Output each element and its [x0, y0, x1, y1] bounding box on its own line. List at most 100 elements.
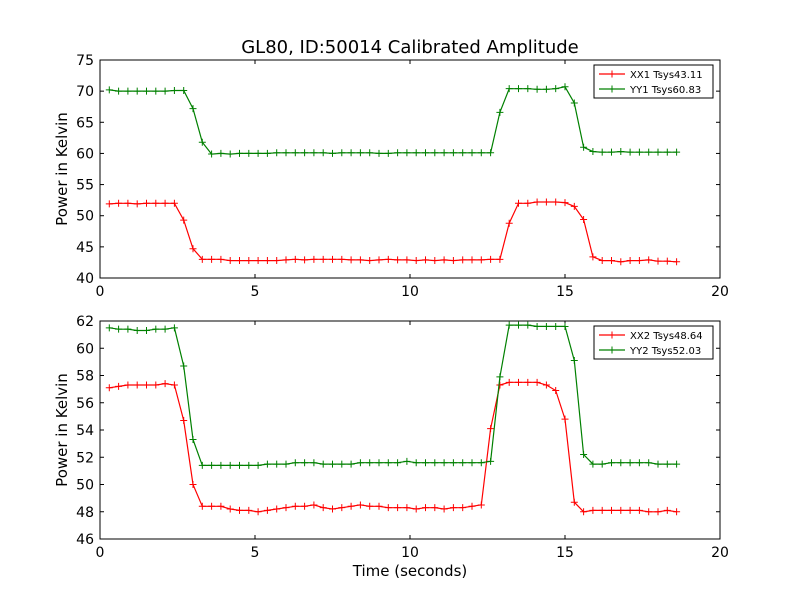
data-point-marker: [245, 149, 253, 157]
data-point-marker: [170, 324, 178, 332]
data-point-marker: [143, 381, 150, 389]
legend-label: YY2 Tsys52.03: [629, 346, 701, 357]
x-tick-label: 5: [251, 545, 260, 561]
data-point-marker: [170, 87, 178, 95]
data-point-marker: [217, 255, 225, 263]
data-point-marker: [282, 504, 290, 512]
data-point-marker: [673, 460, 681, 468]
data-point-marker: [449, 459, 457, 467]
data-point-marker: [319, 255, 327, 263]
data-point-marker: [505, 219, 513, 227]
data-point-marker: [319, 460, 327, 468]
data-point-marker: [422, 459, 429, 467]
data-point-marker: [515, 85, 522, 93]
legend-marker: [608, 70, 616, 78]
data-point-marker: [143, 327, 150, 335]
data-point-marker: [440, 505, 448, 513]
data-point-marker: [105, 200, 113, 208]
data-point-marker: [542, 322, 550, 330]
data-point-marker: [459, 149, 467, 157]
data-point-marker: [133, 327, 141, 335]
y-tick-label: 52: [76, 450, 94, 466]
data-point-marker: [505, 378, 513, 386]
data-point-marker: [208, 255, 216, 263]
data-point-marker: [310, 149, 318, 157]
data-point-marker: [375, 256, 383, 264]
data-point-marker: [143, 87, 150, 95]
data-point-marker: [617, 459, 625, 467]
data-point-marker: [329, 505, 336, 513]
data-point-marker: [170, 199, 178, 207]
data-point-marker: [105, 86, 113, 94]
data-point-marker: [273, 149, 281, 157]
data-point-marker: [580, 143, 588, 151]
legend: XX1 Tsys43.11 YY1 Tsys60.83: [593, 64, 714, 99]
data-point-marker: [580, 451, 588, 459]
data-point-marker: [487, 425, 495, 433]
data-point-marker: [347, 256, 355, 264]
data-point-marker: [608, 148, 615, 156]
legend-label: XX1 Tsys43.11: [630, 70, 703, 81]
data-point-marker: [635, 459, 643, 467]
data-point-marker: [663, 257, 671, 265]
data-point-marker: [440, 459, 448, 467]
data-point-marker: [449, 257, 457, 265]
series-yy2: [105, 321, 681, 469]
data-point-marker: [663, 506, 671, 514]
legend-marker: [608, 331, 616, 339]
data-point-marker: [617, 148, 625, 156]
data-point-marker: [394, 504, 402, 512]
data-point-marker: [282, 256, 290, 264]
data-point-marker: [533, 378, 541, 386]
data-point-marker: [524, 378, 532, 386]
data-point-marker: [133, 87, 141, 95]
data-point-marker: [254, 257, 262, 265]
x-tick-label: 10: [401, 545, 419, 561]
data-point-marker: [263, 149, 271, 157]
data-point-marker: [515, 378, 522, 386]
data-point-marker: [245, 461, 253, 469]
data-point-marker: [496, 108, 504, 116]
data-point-marker: [384, 459, 392, 467]
data-point-marker: [561, 415, 569, 423]
data-point-marker: [282, 460, 290, 468]
data-point-marker: [449, 149, 457, 157]
data-point-marker: [217, 149, 225, 157]
data-point-marker: [533, 198, 541, 206]
x-tick-label: 10: [401, 284, 419, 300]
data-point-marker: [338, 460, 346, 468]
data-point-marker: [542, 198, 550, 206]
data-point-marker: [635, 148, 643, 156]
data-point-marker: [477, 501, 485, 509]
data-point-marker: [552, 198, 560, 206]
data-point-marker: [356, 501, 364, 509]
series-xx2: [105, 378, 681, 516]
data-point-marker: [561, 83, 569, 91]
data-point-marker: [552, 386, 560, 394]
data-point-marker: [105, 384, 113, 392]
data-point-marker: [329, 460, 336, 468]
y-tick-label: 70: [76, 84, 94, 100]
legend-label: XX2 Tsys48.64: [630, 331, 703, 342]
data-point-marker: [589, 460, 597, 468]
data-point-marker: [105, 324, 113, 332]
data-point-marker: [570, 99, 578, 107]
data-point-marker: [152, 87, 160, 95]
data-point-marker: [635, 506, 643, 514]
data-point-marker: [291, 255, 299, 263]
data-point-marker: [552, 322, 560, 330]
series-xx1: [105, 198, 681, 266]
data-point-marker: [422, 149, 429, 157]
data-point-marker: [477, 149, 485, 157]
data-point-marker: [412, 257, 420, 265]
data-point-marker: [291, 149, 299, 157]
data-point-marker: [598, 506, 606, 514]
data-point-marker: [663, 148, 671, 156]
data-point-marker: [124, 199, 132, 207]
data-point-marker: [282, 149, 290, 157]
data-point-marker: [440, 149, 448, 157]
data-point-marker: [208, 461, 216, 469]
data-point-marker: [180, 87, 188, 95]
